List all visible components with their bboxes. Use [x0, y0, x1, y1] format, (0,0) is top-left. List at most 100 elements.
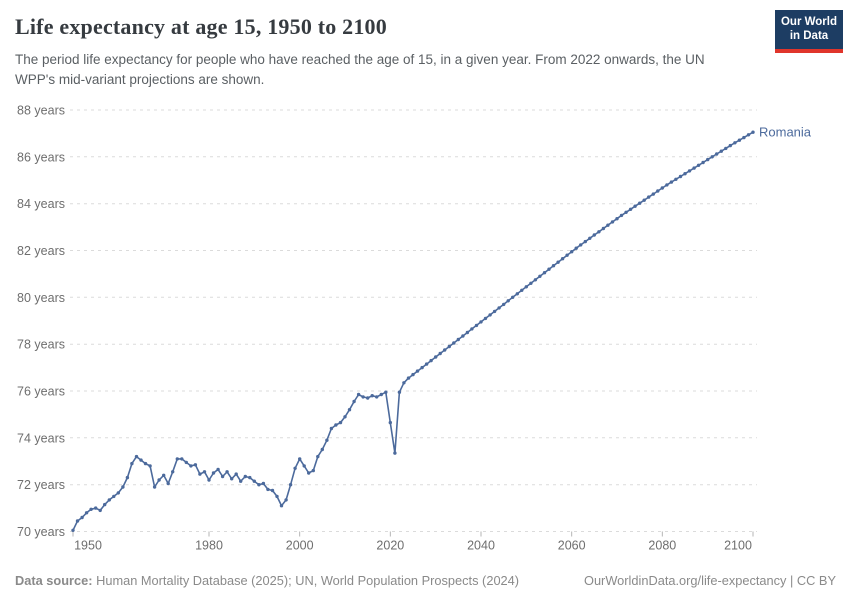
y-axis-label-82: 82 years — [17, 244, 65, 258]
data-point — [533, 278, 538, 282]
data-point — [483, 316, 488, 321]
chart-title: Life expectancy at age 15, 1950 to 2100 — [15, 14, 387, 39]
data-point — [687, 169, 692, 173]
data-point — [456, 337, 460, 342]
data-point — [737, 138, 742, 142]
data-point — [461, 334, 465, 338]
data-point — [601, 226, 606, 231]
data-point — [624, 210, 628, 214]
data-point — [347, 408, 352, 412]
data-point — [406, 376, 411, 380]
footer-license-link[interactable]: OurWorldinData.org/life-expectancy | CC … — [583, 573, 836, 588]
data-point — [728, 143, 732, 148]
data-point — [660, 186, 664, 190]
data-point — [628, 207, 633, 211]
chart-footer: Data source: Human Mortality Database (2… — [15, 573, 836, 588]
data-point — [538, 274, 542, 278]
y-axis-label-70: 70 years — [17, 525, 65, 539]
data-point — [633, 204, 637, 208]
data-point — [524, 285, 528, 289]
data-point — [638, 201, 642, 205]
data-point — [452, 341, 456, 345]
data-point — [103, 502, 107, 507]
data-point — [665, 183, 669, 187]
data-point — [583, 239, 587, 244]
data-point — [225, 470, 229, 474]
data-point — [338, 420, 343, 425]
data-point — [157, 478, 161, 482]
data-point — [520, 288, 524, 292]
data-point — [610, 220, 615, 224]
data-point — [180, 457, 184, 461]
data-point — [588, 236, 592, 240]
y-axis-label-84: 84 years — [17, 197, 65, 211]
data-point — [279, 504, 284, 508]
y-axis-label-76: 76 years — [17, 385, 65, 399]
chart-subtitle: The period life expectancy for people wh… — [15, 52, 705, 87]
data-point — [497, 306, 501, 310]
data-point — [375, 395, 379, 399]
data-point — [415, 369, 420, 373]
data-point — [316, 454, 320, 459]
data-point — [234, 472, 238, 476]
data-point — [715, 152, 719, 156]
data-point — [411, 372, 415, 377]
data-point — [361, 395, 365, 399]
data-point — [370, 394, 374, 398]
data-point — [710, 155, 714, 159]
data-point — [293, 466, 297, 470]
data-point — [447, 344, 451, 349]
data-point — [470, 327, 474, 331]
data-point — [107, 498, 112, 502]
data-point — [98, 508, 102, 513]
y-axis-label-72: 72 years — [17, 478, 65, 492]
owid-logo[interactable]: Our World in Data — [775, 10, 843, 53]
data-point — [429, 358, 433, 363]
data-point — [148, 464, 152, 468]
data-point — [515, 292, 519, 296]
data-point — [198, 472, 202, 476]
data-point — [547, 267, 551, 271]
y-axis-label-88: 88 years — [17, 104, 65, 118]
x-axis-label-2040: 2040 — [467, 539, 495, 553]
data-point — [352, 399, 356, 404]
data-point — [75, 519, 80, 523]
data-point — [619, 213, 624, 218]
data-point — [343, 415, 347, 419]
data-point — [529, 281, 533, 285]
data-point — [184, 460, 188, 465]
data-point — [592, 233, 596, 237]
data-point — [89, 507, 93, 511]
data-point — [674, 177, 678, 181]
data-point — [143, 461, 148, 466]
data-point — [325, 438, 329, 442]
data-point — [551, 264, 556, 268]
data-point — [71, 528, 75, 532]
data-point — [125, 475, 130, 480]
x-axis-label-2080: 2080 — [648, 539, 676, 553]
data-point — [651, 192, 655, 196]
data-point — [642, 198, 646, 202]
data-point — [152, 485, 157, 489]
y-axis-label-74: 74 years — [17, 431, 65, 445]
data-point — [80, 515, 84, 520]
data-point — [379, 392, 383, 397]
data-point — [502, 302, 506, 307]
data-point — [479, 320, 483, 324]
data-point — [556, 260, 560, 264]
data-point — [311, 468, 315, 473]
data-point — [298, 457, 302, 461]
data-point — [307, 471, 311, 475]
data-point — [202, 470, 207, 474]
data-point — [243, 474, 247, 479]
data-point — [261, 481, 266, 486]
data-point — [424, 362, 429, 366]
data-point — [175, 457, 179, 461]
data-point — [302, 464, 306, 468]
owid-logo-line2: in Data — [789, 29, 829, 42]
x-axis-label-2020: 2020 — [376, 539, 404, 553]
data-point — [570, 250, 574, 254]
data-point — [506, 299, 510, 303]
data-source-label: Data source: — [15, 573, 93, 588]
